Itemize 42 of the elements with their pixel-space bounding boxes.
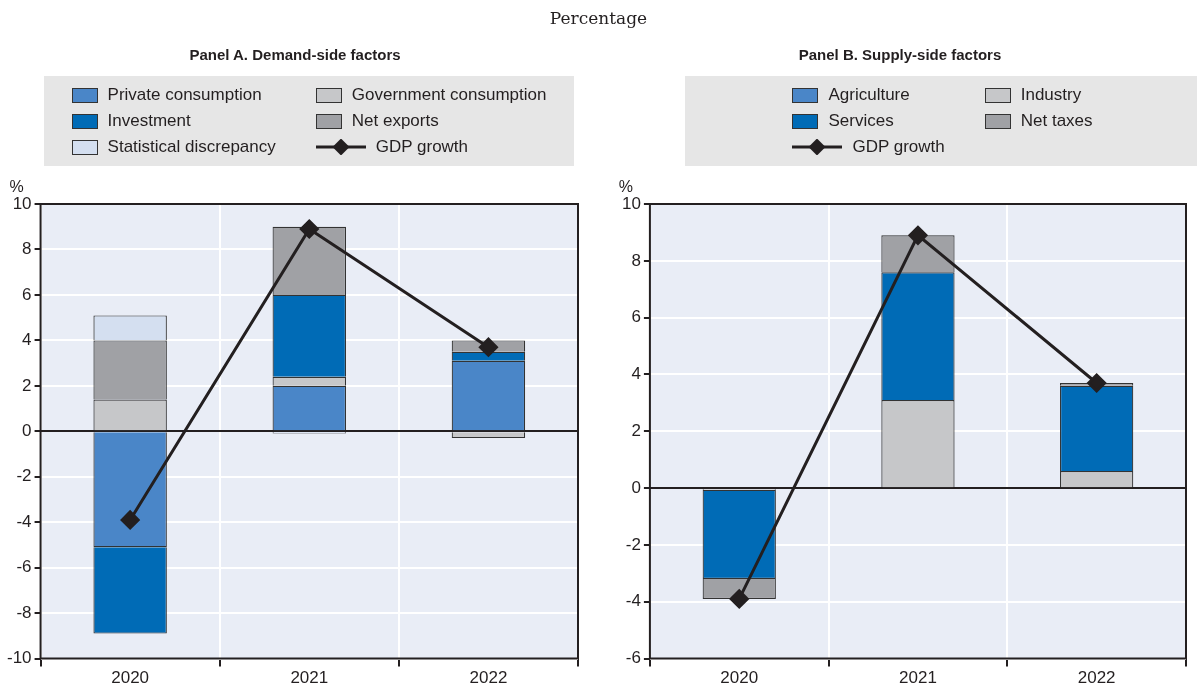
x-tick-label: 2020 (111, 668, 150, 688)
y-tick-label: 8 (631, 250, 641, 270)
legend-label: Statistical discrepancy (107, 137, 276, 157)
y-tick-label: 0 (631, 477, 641, 497)
x-tick-label: 2021 (290, 668, 329, 688)
legend-label: Agriculture (828, 85, 910, 105)
y-tick-label: 2 (631, 420, 641, 440)
chart-title: Panel B. Supply-side factors (797, 46, 1003, 63)
legend-label: Services (828, 111, 894, 131)
y-tick-label: 4 (631, 364, 641, 384)
legend-label: Investment (107, 111, 191, 131)
legend-label: GDP growth (375, 137, 469, 157)
y-axis-title: % (618, 178, 634, 196)
y-tick-label: 4 (22, 330, 32, 350)
x-tick-label: 2021 (899, 668, 937, 688)
legend-label: Industry (1020, 85, 1082, 105)
y-tick-label: 10 (12, 193, 32, 213)
y-tick-label: -8 (16, 602, 32, 622)
y-tick-label: -6 (625, 648, 641, 668)
chart-title: Panel A. Demand-side factors (188, 46, 402, 63)
y-tick-label: 0 (22, 420, 32, 440)
y-axis-title: % (9, 178, 24, 196)
y-tick-label: 6 (22, 284, 32, 304)
y-tick-label: -2 (16, 466, 32, 486)
legend-label: Net taxes (1020, 111, 1093, 131)
y-tick-label: -4 (16, 511, 32, 531)
legend-label: Private consumption (107, 85, 262, 105)
y-tick-label: 8 (22, 239, 32, 259)
legend-label: Net exports (351, 111, 439, 131)
x-tick-label: 2020 (720, 668, 759, 688)
y-tick-label: 10 (621, 193, 641, 213)
legend-label: GDP growth (852, 137, 945, 157)
y-tick-label: 6 (631, 307, 641, 327)
y-tick-label: -10 (6, 648, 32, 668)
y-tick-label: -2 (625, 534, 641, 554)
y-tick-label: -4 (625, 591, 641, 611)
chart-subtitle: Percentage (548, 8, 649, 28)
legend-label: Government consumption (351, 85, 547, 105)
y-tick-label: 2 (22, 375, 32, 395)
x-tick-label: 2022 (469, 668, 508, 688)
y-tick-label: -6 (16, 557, 32, 577)
x-tick-label: 2022 (1077, 668, 1116, 688)
